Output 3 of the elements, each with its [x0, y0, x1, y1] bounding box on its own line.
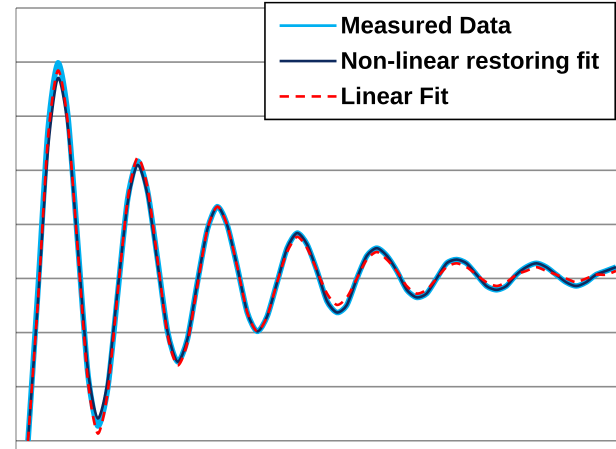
- legend-label: Linear Fit: [342, 86, 448, 104]
- legend-label: Non-linear restoring fit: [342, 51, 599, 74]
- legend-label: Measured Data: [342, 16, 512, 34]
